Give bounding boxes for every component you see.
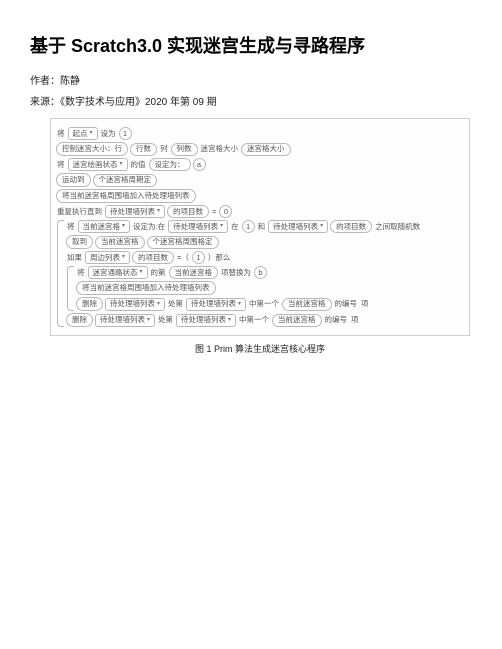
block-row: 将 迷宫通路状态 的第 当前迷宫格 项替换为 b: [75, 266, 465, 279]
var-dropdown: 待处理墙列表: [105, 205, 165, 218]
value-pill: 的项目数: [132, 251, 174, 264]
block-label: 删除: [76, 297, 103, 311]
block-row: 将 当前迷宫格 设定为:在 待处理墙列表 在 1 和 待处理墙列表 的项目数 之…: [65, 220, 465, 233]
value-oval: a: [193, 158, 206, 171]
block-text: 处第: [158, 314, 173, 325]
value-pill: 设定为：: [149, 158, 191, 171]
block-label: 删除: [66, 313, 93, 327]
block-text: =（: [177, 252, 189, 263]
var-dropdown: 起点: [68, 127, 98, 140]
value-oval: b: [254, 266, 267, 279]
var-dropdown: 待处理墙列表: [168, 220, 228, 233]
value-pill: 当前迷宫格: [95, 236, 145, 249]
author-name: 陈静: [60, 76, 80, 87]
repeat-body: 将 当前迷宫格 设定为:在 待处理墙列表 在 1 和 待处理墙列表 的项目数 之…: [55, 220, 465, 327]
source-value: 《数字技术与应用》2020 年第 09 期: [60, 97, 217, 108]
source-label: 来源：: [30, 97, 60, 108]
value-pill: 个迷宫格周期定: [93, 174, 158, 187]
block-label: 运动到: [56, 173, 91, 187]
value-pill: 当前迷宫格: [282, 298, 332, 311]
author-line: 作者：陈静: [30, 72, 472, 87]
block-text: 在: [231, 221, 239, 232]
value-pill: 当前迷宫格: [169, 266, 219, 279]
value-pill: 迷宫格大小: [241, 143, 291, 156]
block-text: 和: [258, 221, 266, 232]
figure-caption: 图 1 Prim 算法生成迷宫核心程序: [50, 342, 470, 355]
if-header: 如果 周边列表 的项目数 =（ 1 ）那么: [65, 251, 465, 264]
block-row: 取到 当前迷宫格 个迷宫格周围格定: [65, 235, 465, 249]
block-text: 将: [57, 159, 65, 170]
block-text: 设定为:在: [133, 221, 165, 232]
block-text: 之间取随机数: [375, 221, 420, 232]
value-oval: 0: [219, 205, 232, 218]
block-text: 中第一个: [249, 298, 279, 309]
repeat-header: 重复执行直到 待处理墙列表 的项目数 = 0: [55, 205, 465, 218]
value-pill: 个迷宫格周围格定: [147, 236, 219, 249]
block-row: 将当前迷宫格周围墙加入待处理墙列表: [75, 281, 465, 295]
var-dropdown: 待处理墙列表: [268, 220, 328, 233]
block-label: 将当前迷宫格周围墙加入待处理墙列表: [56, 189, 196, 203]
value-pill: 行数: [130, 143, 157, 156]
block-text: 处第: [168, 298, 183, 309]
var-dropdown: 迷宫绘画状态: [68, 158, 128, 171]
block-text: 项替换为: [221, 267, 251, 278]
value-pill: 的项目数: [167, 205, 209, 218]
block-row: 运动到 个迷宫格周期定: [55, 173, 465, 187]
var-dropdown: 迷宫通路状态: [88, 266, 148, 279]
page-title: 基于 Scratch3.0 实现迷宫生成与寻路程序: [30, 32, 472, 58]
source-line: 来源：《数字技术与应用》2020 年第 09 期: [30, 93, 472, 108]
value-oval: 1: [119, 127, 132, 140]
block-text: 的第: [151, 267, 166, 278]
value-pill: 列数: [171, 143, 198, 156]
if-body: 将 迷宫通路状态 的第 当前迷宫格 项替换为 b 将当前迷宫格周围墙加入待处理墙…: [65, 266, 465, 311]
var-dropdown: 待处理墙列表: [105, 298, 165, 311]
block-text: =: [212, 206, 216, 217]
block-text: 项: [361, 298, 369, 309]
block-text: 项: [351, 314, 359, 325]
block-text: 如果: [67, 252, 82, 263]
block-text: 重复执行直到: [57, 206, 102, 217]
figure-1: 将 起点 设为 1 控制迷宫大小：行 行数 列 列数 迷宫格大小 迷宫格大小 将…: [50, 118, 470, 355]
block-row: 控制迷宫大小：行 行数 列 列数 迷宫格大小 迷宫格大小: [55, 142, 465, 156]
block-row: 删除 待处理墙列表 处第 待处理墙列表 中第一个 当前迷宫格 的编号 项: [65, 313, 465, 327]
block-text: 的编号: [335, 298, 358, 309]
block-text: 将: [67, 221, 75, 232]
author-label: 作者：: [30, 76, 60, 87]
block-text: 的编号: [325, 314, 348, 325]
var-dropdown: 待处理墙列表: [186, 298, 246, 311]
block-row: 将当前迷宫格周围墙加入待处理墙列表: [55, 189, 465, 203]
block-text: 迷宫格大小: [201, 143, 239, 154]
block-row: 将 起点 设为 1: [55, 127, 465, 140]
var-dropdown: 待处理墙列表: [95, 314, 155, 327]
block-label: 控制迷宫大小：行: [56, 142, 128, 156]
block-text: 将: [77, 267, 85, 278]
var-dropdown: 当前迷宫格: [78, 220, 131, 233]
value-oval: 1: [192, 251, 205, 264]
scratch-blocks: 将 起点 设为 1 控制迷宫大小：行 行数 列 列数 迷宫格大小 迷宫格大小 将…: [50, 118, 470, 336]
block-text: ）那么: [208, 252, 231, 263]
value-pill: 的项目数: [330, 220, 372, 233]
value-pill: 当前迷宫格: [272, 314, 322, 327]
block-label: 将当前迷宫格周围墙加入待处理墙列表: [76, 281, 216, 295]
block-row: 将 迷宫绘画状态 的值 设定为： a: [55, 158, 465, 171]
block-row: 删除 待处理墙列表 处第 待处理墙列表 中第一个 当前迷宫格 的编号 项: [75, 297, 465, 311]
block-text: 将: [57, 128, 65, 139]
var-dropdown: 待处理墙列表: [176, 314, 236, 327]
value-oval: 1: [242, 220, 255, 233]
var-dropdown: 周边列表: [85, 251, 130, 264]
block-text: 列: [160, 143, 168, 154]
block-text: 设为: [101, 128, 116, 139]
block-label: 取到: [66, 235, 93, 249]
block-text: 的值: [131, 159, 146, 170]
block-text: 中第一个: [239, 314, 269, 325]
